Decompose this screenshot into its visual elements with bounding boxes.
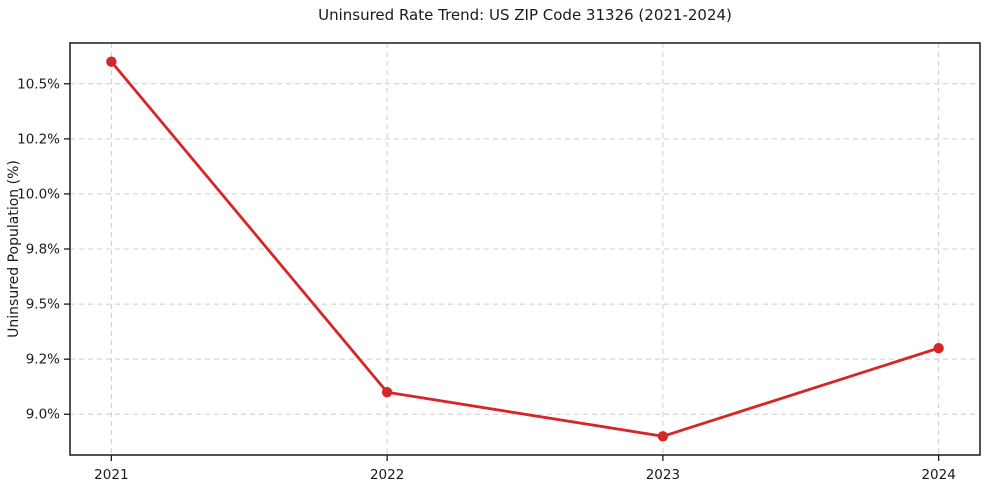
- x-tick-label: 2023: [646, 467, 680, 483]
- x-tick-label: 2021: [94, 467, 128, 483]
- y-tick-label: 9.2%: [26, 352, 60, 368]
- y-axis-label: Uninsured Population (%): [6, 160, 22, 338]
- data-point-2024: [933, 342, 944, 354]
- y-tick-label: 9.5%: [26, 297, 60, 313]
- data-point-2022: [381, 387, 393, 398]
- grid-layer: [70, 43, 980, 455]
- trend-line: [109, 60, 941, 438]
- y-tick-label: 10.2%: [17, 131, 60, 147]
- y-tick-label: 9.0%: [26, 407, 60, 423]
- x-tick-label: 2022: [370, 467, 404, 483]
- data-point-2021: [106, 56, 117, 67]
- series-layer: [106, 56, 944, 442]
- tick-layer: 9.0% 9.2% 9.5% 9.8% 10.0% 10.2% 10.5% 2021 2022 2…: [17, 76, 956, 483]
- data-point-2023: [657, 431, 669, 442]
- chart-title: Uninsured Rate Trend: US ZIP Code 31326 …: [318, 6, 732, 24]
- y-tick-label: 10.0%: [17, 186, 60, 202]
- y-tick-label: 9.8%: [26, 242, 60, 258]
- x-tick-label: 2024: [921, 467, 955, 483]
- y-tick-label: 10.5%: [17, 76, 60, 92]
